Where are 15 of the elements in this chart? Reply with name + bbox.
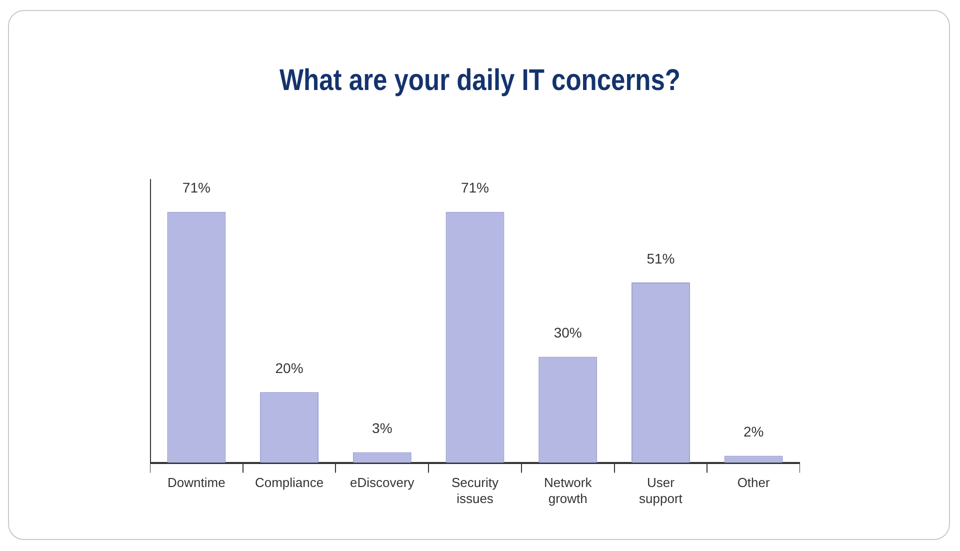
x-tick-label: Other xyxy=(737,475,770,490)
data-label: 71% xyxy=(460,180,490,196)
data-label: 20% xyxy=(275,360,304,376)
data-label: 2% xyxy=(743,424,764,440)
x-tick-label: Network growth xyxy=(544,475,592,506)
x-tick-label: User support xyxy=(639,475,683,506)
x-tick-label: Downtime xyxy=(168,475,226,490)
data-label: 30% xyxy=(554,324,582,341)
x-tick-label: Security issues xyxy=(452,475,499,506)
chart-title: What are your daily IT concerns? xyxy=(278,64,682,98)
data-label: 51% xyxy=(646,250,675,266)
x-tick-label: eDiscovery xyxy=(350,475,415,490)
data-label: 3% xyxy=(372,420,392,436)
x-tick-label: Compliance xyxy=(254,475,324,490)
data-label: 71% xyxy=(182,180,210,196)
